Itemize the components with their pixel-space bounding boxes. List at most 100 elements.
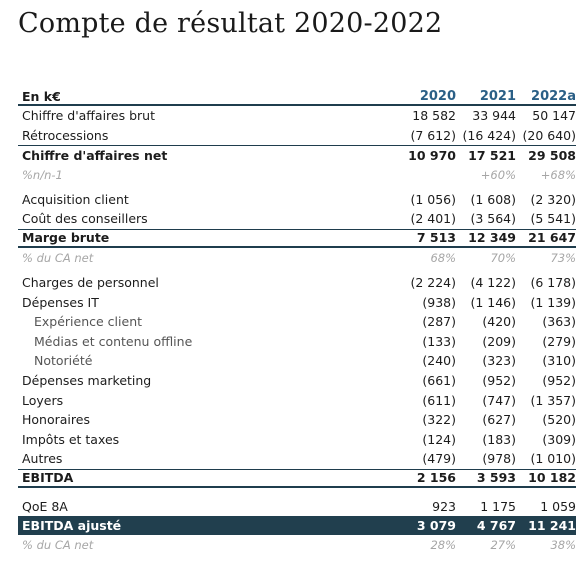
row-ca-brut: Chiffre d'affaires brut 18 582 33 944 50… (18, 106, 576, 126)
row-label: Marge brute (22, 230, 110, 246)
value-2020: (2 224) (410, 275, 456, 291)
row-depenses-it: Dépenses IT (938) (1 146) (1 139) (18, 292, 576, 312)
value-2020 (384, 165, 456, 185)
value-2022a: (363) (542, 314, 576, 330)
row-label: Impôts et taxes (22, 431, 120, 447)
value-2020: (661) (422, 373, 456, 389)
row-ebitda-ajuste: EBITDA ajusté 3 079 4 767 11 241 (18, 515, 576, 536)
value-2021: (4 122) (470, 275, 516, 291)
value-2021: 17 521 (468, 147, 516, 163)
row-notoriete: Notoriété (240) (323) (310) (18, 351, 576, 371)
value-2020: (322) (422, 412, 456, 428)
value-2021: (978) (482, 451, 516, 467)
value-2021: (952) (482, 373, 516, 389)
value-2021: (323) (482, 353, 516, 369)
row-impots-taxes: Impôts et taxes (124) (183) (309) (18, 430, 576, 450)
row-label: EBITDA (22, 470, 74, 486)
value-2020: (287) (422, 314, 456, 330)
value-2020: (1 056) (410, 191, 456, 207)
value-2021: 27% (490, 538, 516, 553)
row-label: Dépenses IT (22, 294, 99, 310)
row-label: Autres (22, 451, 63, 467)
row-depenses-marketing: Dépenses marketing (661) (952) (952) (18, 371, 576, 391)
value-2022a: (310) (542, 353, 576, 369)
row-experience-client: Expérience client (287) (420) (363) (18, 312, 576, 332)
value-2022a: 38% (550, 538, 576, 553)
value-2020: (479) (422, 451, 456, 467)
value-2022a: (20 640) (522, 127, 577, 143)
value-2021: 33 944 (472, 108, 516, 124)
row-label: Coût des conseillers (22, 211, 148, 227)
value-2021: 1 175 (480, 498, 516, 514)
value-2022a: (6 178) (530, 275, 576, 291)
value-2022a: (309) (542, 431, 576, 447)
row-label: QoE 8A (22, 498, 68, 514)
value-2020: 7 513 (416, 230, 456, 246)
value-2020: (611) (422, 392, 456, 408)
table-header-row: En k€ 2020 2021 2022a (18, 88, 576, 106)
page-title: Compte de résultat 2020-2022 (18, 8, 443, 39)
row-loyers: Loyers (611) (747) (1 357) (18, 390, 576, 410)
value-2022a: 10 182 (528, 470, 576, 486)
value-2021: (3 564) (470, 211, 516, 227)
row-qoe: QoE 8A 923 1 175 1 059 (18, 496, 576, 516)
row-label: Honoraires (22, 412, 90, 428)
value-2021: +60% (480, 167, 516, 182)
value-2022a: 1 059 (540, 498, 576, 514)
row-ca-net: Chiffre d'affaires net 10 970 17 521 29 … (18, 145, 576, 165)
value-2022a: 11 241 (528, 518, 576, 534)
value-2020: 18 582 (412, 108, 456, 124)
value-2022a: (1 357) (530, 392, 576, 408)
row-acquisition-client: Acquisition client (1 056) (1 608) (2 32… (18, 189, 576, 209)
row-label: %n/n-1 (22, 167, 63, 182)
row-label: Rétrocessions (22, 127, 109, 143)
value-2020: 923 (432, 498, 456, 514)
row-honoraires: Honoraires (322) (627) (520) (18, 410, 576, 430)
row-cout-conseillers: Coût des conseillers (2 401) (3 564) (5 … (18, 209, 576, 229)
row-label: % du CA net (22, 250, 94, 265)
value-2022a: (1 010) (530, 451, 576, 467)
value-2021: 3 593 (476, 470, 516, 486)
row-marge-brute: Marge brute 7 513 12 349 21 647 (18, 228, 576, 249)
value-2021: (747) (482, 392, 516, 408)
row-label: Notoriété (34, 353, 93, 369)
value-2020: 2 156 (416, 470, 456, 486)
row-label: Chiffre d'affaires brut (22, 108, 155, 124)
value-2022a: 29 508 (528, 147, 576, 163)
value-2021: (183) (482, 431, 516, 447)
value-2020: (133) (422, 333, 456, 349)
year-header-2021: 2021 (479, 88, 516, 104)
value-2021: (1 146) (470, 294, 516, 310)
year-header-2022a: 2022a (531, 88, 576, 104)
value-2020: (7 612) (410, 127, 456, 143)
row-charges-personnel: Charges de personnel (2 224) (4 122) (6 … (18, 273, 576, 293)
row-label: Charges de personnel (22, 275, 159, 291)
value-2022a: (952) (542, 373, 576, 389)
value-2020: (124) (422, 431, 456, 447)
value-2021: (420) (482, 314, 516, 330)
row-growth: %n/n-1 +60% +68% (18, 165, 576, 185)
row-label: Expérience client (34, 314, 143, 330)
row-label: Dépenses marketing (22, 373, 152, 389)
value-2022a: 73% (550, 250, 576, 265)
year-header-2020: 2020 (419, 88, 456, 104)
income-statement-table: En k€ 2020 2021 2022a Chiffre d'affaires… (18, 88, 576, 555)
value-2021: 70% (490, 250, 516, 265)
value-2020: 10 970 (408, 147, 456, 163)
row-label: % du CA net (22, 538, 94, 553)
value-2021: (16 424) (462, 127, 517, 143)
value-2021: (209) (482, 333, 516, 349)
value-2021: (627) (482, 412, 516, 428)
spacer (18, 488, 576, 496)
row-ebitda-pct: % du CA net 28% 27% 38% (18, 535, 576, 555)
value-2021: (1 608) (470, 191, 516, 207)
value-2020: 28% (430, 538, 456, 553)
value-2021: 12 349 (468, 230, 516, 246)
value-2020: (240) (422, 353, 456, 369)
value-2022a: (5 541) (530, 211, 576, 227)
value-2020: 68% (430, 250, 456, 265)
value-2022a: (520) (542, 412, 576, 428)
value-2021: 4 767 (476, 518, 516, 534)
row-retrocessions: Rétrocessions (7 612) (16 424) (20 640) (18, 126, 576, 146)
value-2022a: 50 147 (532, 108, 576, 124)
